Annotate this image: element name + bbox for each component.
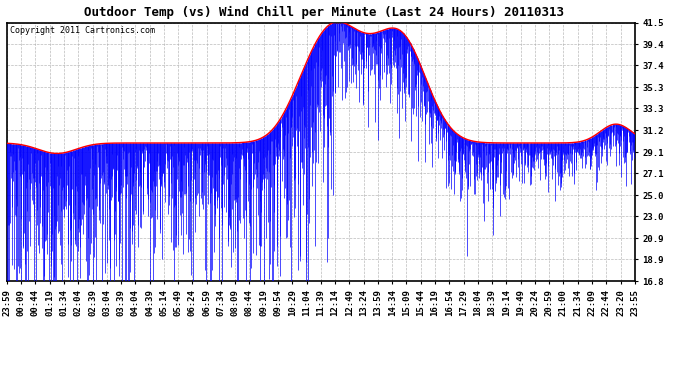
Text: Copyright 2011 Cartronics.com: Copyright 2011 Cartronics.com: [10, 26, 155, 35]
Text: Outdoor Temp (vs) Wind Chill per Minute (Last 24 Hours) 20110313: Outdoor Temp (vs) Wind Chill per Minute …: [84, 6, 564, 19]
